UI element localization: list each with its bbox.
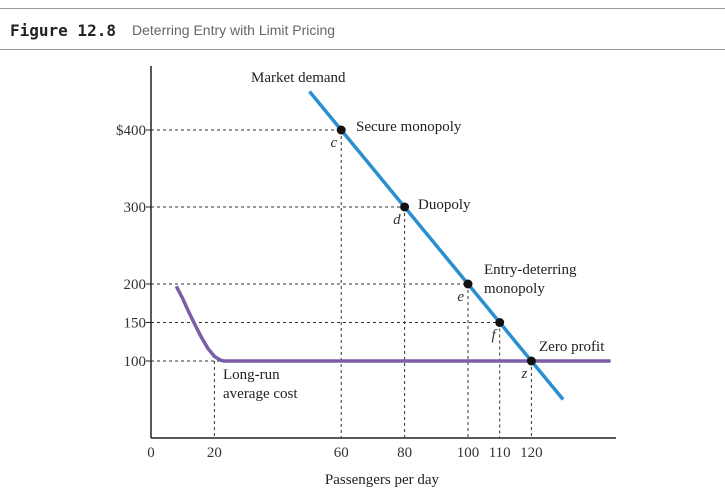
annotation-e: Entry-deterring monopoly [484, 262, 577, 297]
x-tick-label: 20 [207, 445, 222, 461]
market-demand-label: Market demand [251, 70, 346, 86]
annotations: Passengers per day Market demand Long-run a… [223, 70, 605, 488]
guide-lines [151, 129, 532, 438]
y-tick-label: 300 [124, 200, 147, 216]
long-run-average-cost-label: Long-run average cost [223, 367, 298, 402]
series-lines [174, 90, 611, 401]
annotation-c: Secure monopoly [356, 119, 462, 135]
tick-labels: 0 20 60 80 100 110 120 $400 300 200 150 100 [116, 123, 543, 461]
point-label-z: z [521, 366, 528, 382]
axes [150, 66, 616, 439]
x-tick-label: 80 [397, 445, 412, 461]
annotation-d: Duopoly [418, 197, 471, 213]
annotation-z: Zero profit [539, 339, 605, 355]
x-tick-label: 60 [334, 445, 349, 461]
y-tick-label: $400 [116, 123, 146, 139]
x-axis-label: Passengers per day [325, 472, 440, 488]
point-c [336, 125, 346, 135]
x-tick-label: 100 [457, 445, 480, 461]
point-d [400, 202, 410, 212]
y-tick-label: 100 [124, 354, 147, 370]
point-label-f: f [492, 328, 498, 344]
market-demand-line [308, 90, 565, 401]
figure-title: Deterring Entry with Limit Pricing [132, 22, 336, 38]
figure-number: Figure 12.8 [10, 21, 116, 40]
y-tick-label: 150 [124, 316, 147, 332]
point-e [463, 279, 473, 289]
point-z [526, 356, 536, 366]
point-label-c: c [331, 135, 338, 151]
point-f [495, 318, 505, 327]
point-label-e: e [457, 289, 464, 305]
x-tick-label: 110 [489, 445, 511, 461]
figure-header: Figure 12.8 Deterring Entry with Limit P… [0, 8, 725, 50]
x-tick-label: 120 [520, 445, 543, 461]
y-tick-label: 200 [124, 277, 147, 293]
long-run-average-cost-line [174, 285, 611, 363]
data-points [336, 125, 536, 366]
point-label-d: d [393, 212, 401, 228]
x-tick-label: 0 [147, 445, 155, 461]
